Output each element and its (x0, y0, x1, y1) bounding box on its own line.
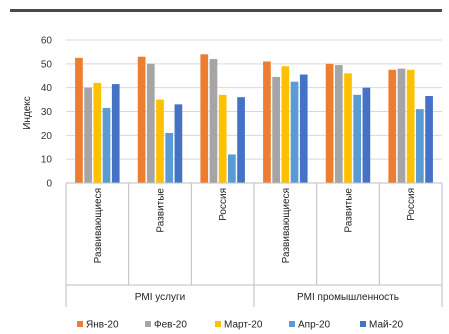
y-tick-label: 20 (41, 131, 53, 142)
y-tick-label: 30 (41, 107, 53, 118)
group-label: PMI услуги (135, 292, 186, 303)
legend-label: Фев-20 (154, 320, 187, 331)
category-label: Развитые (344, 188, 355, 233)
legend-swatch (360, 321, 366, 327)
y-tick-label: 60 (41, 36, 53, 47)
group-labels: PMI услуги PMI промышленность (135, 292, 399, 303)
bar (156, 99, 164, 183)
top-rule (10, 9, 442, 12)
y-axis-label: Индекс (22, 96, 33, 130)
bar (334, 65, 343, 183)
bar (218, 94, 227, 183)
bar (228, 154, 236, 183)
legend-swatch (215, 321, 221, 327)
bars (75, 54, 433, 184)
bar (362, 87, 371, 183)
bar (425, 96, 433, 183)
bar (388, 69, 397, 183)
bar (200, 54, 209, 183)
category-label: Развивающиеся (281, 188, 292, 263)
grid-lines (66, 39, 442, 160)
category-label: Россия (406, 188, 417, 221)
group-label: PMI промышленность (297, 292, 399, 303)
y-tick-labels: 0 10 20 30 40 50 60 (41, 36, 53, 190)
bar (299, 74, 308, 183)
legend-label: Март-20 (224, 320, 263, 331)
bar (272, 76, 280, 183)
bar (165, 132, 174, 183)
y-tick-label: 0 (46, 179, 52, 190)
bar (397, 68, 406, 183)
y-tick-label: 40 (41, 83, 53, 94)
bar (325, 63, 334, 184)
bar (146, 63, 155, 184)
legend-swatch (77, 321, 83, 327)
bar (93, 82, 102, 183)
legend-label: Янв-20 (86, 320, 119, 331)
category-label: Россия (218, 188, 229, 221)
bar (290, 81, 299, 183)
bar (406, 69, 415, 183)
category-label: Развивающиеся (93, 188, 104, 263)
legend: Янв-20 Фев-20 Март-20 Апр-20 Май-20 (77, 320, 403, 331)
legend-label: Май-20 (369, 320, 403, 331)
legend-swatch (289, 321, 295, 327)
bar (237, 97, 245, 183)
legend-label: Апр-20 (298, 320, 331, 331)
bar (353, 94, 362, 183)
bar (209, 59, 218, 183)
bar (281, 66, 290, 183)
bar (137, 56, 146, 183)
y-tick-label: 50 (41, 59, 53, 70)
bar (263, 61, 271, 184)
category-labels: Развивающиеся Развитые Россия Развивающиеся… (93, 188, 417, 264)
category-label: Развитые (156, 188, 167, 233)
bar (102, 107, 111, 183)
bar (84, 87, 92, 183)
bar (75, 57, 83, 183)
bar (111, 84, 120, 183)
bar (344, 73, 352, 183)
axes (65, 182, 443, 307)
legend-swatch (145, 321, 151, 327)
bar (174, 104, 183, 183)
bar (416, 109, 424, 183)
y-tick-label: 10 (41, 155, 53, 166)
